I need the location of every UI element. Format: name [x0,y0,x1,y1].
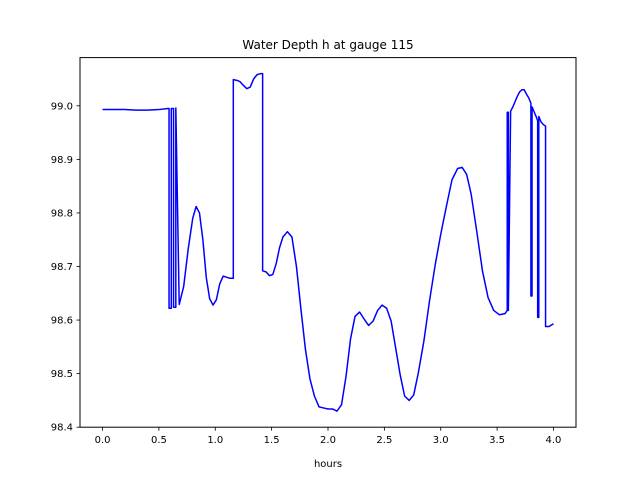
x-tick-label: 2.5 [376,435,392,446]
y-tick-label: 98.5 [51,369,73,380]
chart-title: Water Depth h at gauge 115 [242,38,413,52]
y-tick-label: 98.6 [51,316,73,327]
y-tick-label: 98.7 [51,262,73,273]
x-axis-label: hours [314,459,342,470]
x-tick-label: 0.5 [151,435,167,446]
x-tick-label: 3.0 [433,435,449,446]
y-tick-label: 98.8 [51,208,73,219]
plot-area [102,72,554,412]
y-tick-label: 98.4 [51,423,73,434]
x-axis-ticks: 0.0 0.5 1.0 1.5 2.0 2.5 3.0 3.5 4.0 [95,427,562,446]
y-axis-ticks: 98.4 98.5 98.6 98.7 98.8 98.9 99.0 [51,101,80,434]
series-line-0 [102,72,554,412]
x-tick-label: 2.0 [320,435,336,446]
axes-frame [79,57,577,428]
x-tick-label: 1.5 [264,435,280,446]
y-tick-label: 98.9 [51,155,73,166]
x-tick-label: 1.0 [207,435,223,446]
y-tick-label: 99.0 [51,101,73,112]
x-tick-label: 3.5 [489,435,505,446]
x-tick-label: 4.0 [546,435,562,446]
x-tick-label: 0.0 [95,435,111,446]
